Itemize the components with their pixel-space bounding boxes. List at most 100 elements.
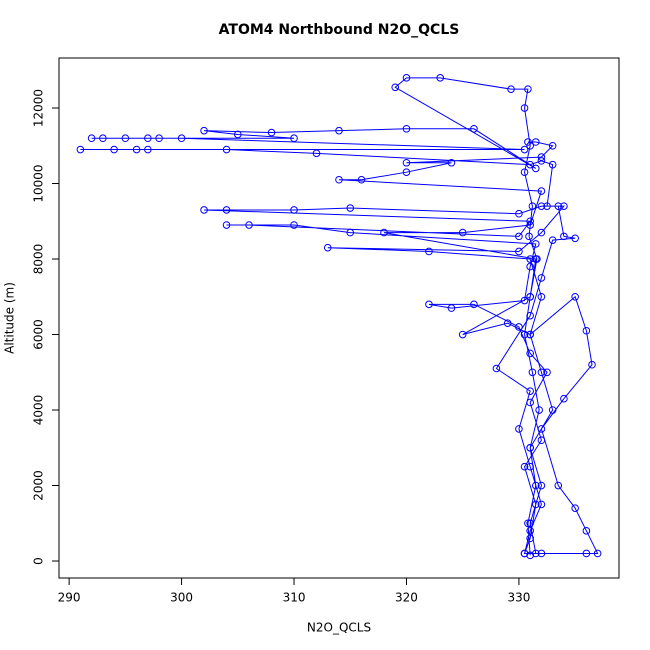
data-point	[531, 481, 540, 490]
data-point	[537, 157, 546, 165]
x-axis-label: N2O_QCLS	[307, 621, 371, 635]
data-point	[548, 141, 557, 150]
data-point	[425, 300, 433, 309]
data-point	[526, 217, 534, 226]
data-point	[526, 255, 534, 263]
data-point	[200, 126, 208, 135]
data-point	[554, 481, 563, 490]
data-point	[222, 221, 231, 229]
data-point	[447, 158, 456, 167]
data-point	[520, 549, 529, 558]
data-point	[520, 462, 529, 471]
data-point	[528, 368, 537, 377]
x-tick-label: 300	[170, 591, 193, 605]
y-tick-label: 6000	[32, 319, 46, 350]
data-point	[402, 158, 411, 167]
y-tick-label: 4000	[32, 395, 46, 426]
data-point	[515, 425, 523, 433]
data-point	[593, 549, 602, 558]
data-point	[526, 387, 534, 395]
data-point	[470, 124, 478, 133]
data-point	[524, 519, 532, 528]
data-point	[447, 304, 456, 312]
chart-title: ATOM4 Northbound N2O_QCLS	[219, 22, 460, 38]
data-point	[335, 175, 343, 184]
data-point	[525, 232, 533, 241]
data-point	[222, 145, 231, 154]
data-point	[537, 500, 546, 509]
data-point	[520, 104, 529, 112]
data-point	[515, 209, 523, 218]
x-tick-label: 330	[507, 591, 530, 605]
data-point	[87, 134, 96, 143]
data-point	[526, 160, 534, 169]
data-point	[520, 330, 529, 339]
data-point	[503, 319, 512, 327]
data-point	[531, 500, 540, 509]
data-point	[537, 549, 546, 558]
data-point	[535, 406, 543, 414]
data-point	[402, 168, 411, 176]
data-point	[290, 221, 298, 229]
data-point	[528, 202, 537, 210]
data-point	[526, 330, 534, 339]
data-point	[144, 145, 152, 154]
x-tick-label: 310	[283, 591, 306, 605]
data-point	[177, 134, 186, 143]
data-point	[290, 134, 298, 143]
data-point	[458, 228, 467, 237]
data-point	[526, 534, 534, 543]
y-tick-label: 2000	[32, 470, 46, 501]
data-point	[531, 138, 540, 146]
data-point	[323, 243, 332, 252]
data-point	[560, 202, 568, 210]
data-point	[391, 83, 400, 92]
data-point	[537, 187, 546, 195]
data-point	[548, 236, 557, 244]
data-point	[222, 206, 231, 214]
data-point	[526, 141, 534, 150]
data-point	[588, 360, 596, 369]
y-tick-label: 0	[32, 557, 46, 565]
y-tick-label: 10000	[32, 164, 46, 202]
data-point	[402, 74, 411, 82]
data-point	[335, 126, 343, 135]
data-point	[492, 364, 501, 373]
data-point	[155, 134, 163, 143]
data-point	[537, 153, 546, 161]
data-point	[537, 425, 546, 433]
data-point	[267, 128, 276, 137]
data-point	[537, 292, 546, 301]
data-point	[515, 323, 523, 331]
data-point	[571, 292, 579, 301]
data-point	[537, 481, 546, 490]
data-point	[526, 398, 534, 407]
data-point	[290, 206, 298, 214]
data-point	[582, 326, 591, 335]
data-point	[110, 145, 118, 154]
data-point	[76, 145, 85, 154]
data-point	[520, 145, 529, 154]
data-point	[531, 549, 540, 558]
x-tick-label: 320	[395, 591, 418, 605]
data-point	[233, 130, 242, 139]
data-point	[524, 138, 532, 146]
profile-line	[80, 77, 599, 556]
data-point	[537, 202, 546, 210]
data-point	[526, 292, 534, 301]
data-point	[526, 311, 534, 320]
data-point	[520, 296, 529, 305]
data-point	[537, 436, 546, 445]
data-point	[531, 255, 540, 263]
data-point	[548, 160, 557, 169]
data-point	[554, 202, 563, 210]
data-point	[560, 394, 568, 403]
y-tick-label: 12000	[32, 89, 46, 127]
data-point	[402, 124, 411, 133]
data-point	[470, 300, 478, 309]
y-axis-label: Altitude (m)	[3, 282, 17, 354]
data-point	[526, 262, 534, 271]
data-point	[144, 134, 152, 143]
data-point	[537, 368, 546, 377]
